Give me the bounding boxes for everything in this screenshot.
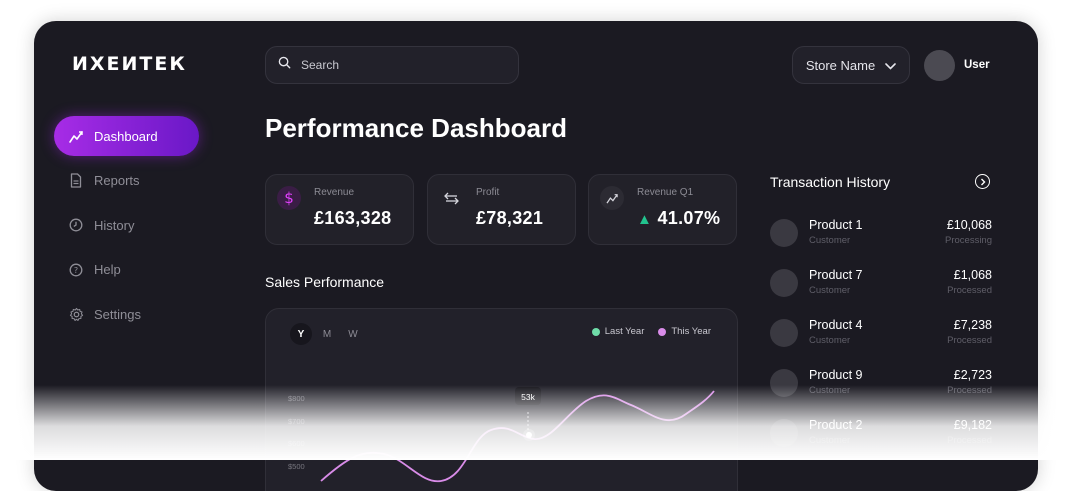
product-avatar [770, 219, 798, 247]
kpi-value-text: 41.07% [657, 208, 721, 228]
document-icon [68, 173, 84, 189]
kpi-value: ▲ 41.07% [637, 208, 720, 229]
transaction-row[interactable]: Product 1 Customer £10,068 Processing [770, 215, 992, 265]
logo-text: ИХЕИТЕК [72, 53, 187, 75]
y-tick-label: $500 [288, 462, 305, 471]
tooltip-label: 53k [521, 392, 535, 402]
help-icon: ? [68, 262, 84, 278]
sales-chart-panel: Y M W Last Year This Year $800 $700 $600… [265, 308, 738, 491]
product-avatar [770, 319, 798, 347]
sidebar-item-label: Dashboard [94, 128, 158, 144]
transaction-list: Product 1 Customer £10,068 Processing Pr… [770, 215, 992, 465]
y-tick-label: $700 [288, 417, 305, 426]
legend-item-this-year[interactable]: This Year [658, 326, 711, 337]
legend-dot [591, 327, 600, 336]
trend-up-icon: ▲ [637, 211, 653, 228]
amount: £10,068 [946, 218, 992, 232]
customer-label: Customer [809, 285, 851, 296]
tab-month[interactable]: M [322, 328, 332, 340]
gear-icon [68, 306, 84, 322]
chevron-down-icon [885, 58, 896, 73]
product-avatar [770, 419, 798, 447]
product-avatar [770, 269, 798, 297]
y-tick-label: $800 [288, 394, 305, 403]
customer-label: Customer [809, 235, 851, 246]
legend-item-last-year[interactable]: Last Year [591, 326, 645, 337]
user-name[interactable]: User [964, 59, 990, 71]
search-bar[interactable] [265, 46, 519, 84]
dashboard-window: ИХЕИТЕК Store Name User Dashboard Report… [34, 21, 1038, 491]
status: Processed [947, 285, 992, 296]
store-selector[interactable]: Store Name [792, 46, 910, 84]
clock-icon [68, 217, 84, 233]
legend-dot [658, 327, 667, 336]
sidebar-item-history[interactable]: History [54, 205, 199, 245]
customer-label: Customer [809, 385, 851, 396]
trend-icon [600, 186, 624, 210]
kpi-label: Revenue [314, 187, 355, 198]
arrow-right-icon[interactable] [975, 174, 990, 189]
search-icon [278, 56, 291, 74]
kpi-value: £78,321 [476, 208, 544, 228]
legend-label: Last Year [604, 326, 645, 337]
transaction-row[interactable]: Product 7 Customer £1,068 Processed [770, 265, 992, 315]
status: Processing [945, 235, 992, 246]
kpi-card-revenue-q1[interactable]: Revenue Q1 ▲ 41.07% [588, 174, 737, 245]
kpi-label: Profit [476, 187, 500, 198]
kpi-card-revenue[interactable]: $ Revenue £163,328 [265, 174, 414, 245]
section-title: Sales Performance [265, 274, 385, 290]
sidebar-item-reports[interactable]: Reports [54, 161, 199, 201]
product-name: Product 1 [809, 218, 863, 232]
status: Processed [947, 385, 992, 396]
kpi-card-profit[interactable]: Profit £78,321 [427, 174, 576, 245]
kpi-label: Revenue Q1 [637, 187, 694, 198]
product-avatar [770, 369, 798, 397]
transaction-row[interactable]: Product 4 Customer £7,238 Processed [770, 315, 992, 365]
customer-label: Customer [809, 435, 851, 446]
swap-icon [439, 186, 463, 210]
tab-year[interactable]: Y [290, 323, 312, 345]
y-tick-label: $600 [288, 439, 305, 448]
amount: £7,238 [953, 318, 992, 332]
search-input[interactable] [299, 57, 503, 73]
highlight-point[interactable] [526, 432, 532, 438]
status: Processed [947, 435, 992, 446]
product-name: Product 9 [809, 368, 863, 382]
legend-label: This Year [671, 326, 711, 337]
sidebar-item-label: Settings [94, 306, 141, 322]
tab-week[interactable]: W [348, 328, 358, 340]
sidebar-item-help[interactable]: ? Help [54, 250, 199, 290]
product-name: Product 7 [809, 268, 863, 282]
amount: £2,723 [953, 368, 992, 382]
transaction-row[interactable]: Product 2 Customer £9,182 Processed [770, 415, 992, 465]
store-label: Store Name [805, 57, 876, 73]
transactions-title: Transaction History [770, 174, 891, 190]
sidebar-item-label: Help [94, 262, 121, 277]
svg-text:?: ? [74, 266, 78, 275]
page-title: Performance Dashboard [265, 113, 567, 143]
sales-line-chart: $800 $700 $600 $500 53k [288, 387, 715, 482]
sidebar-item-label: Reports [94, 173, 140, 188]
transaction-row[interactable]: Product 9 Customer £2,723 Processed [770, 365, 992, 415]
amount: £9,182 [953, 418, 992, 432]
sidebar-item-settings[interactable]: Settings [54, 294, 199, 334]
product-name: Product 2 [809, 418, 863, 432]
customer-label: Customer [809, 335, 851, 346]
chart-legend: Last Year This Year [591, 326, 711, 337]
period-tabs: Y M W [290, 323, 364, 345]
status: Processed [947, 335, 992, 346]
trend-icon [68, 128, 84, 144]
sidebar-item-label: History [94, 217, 135, 233]
user-avatar[interactable] [924, 50, 955, 81]
amount: £1,068 [953, 268, 992, 282]
sidebar-item-dashboard[interactable]: Dashboard [54, 116, 199, 156]
product-name: Product 4 [809, 318, 863, 332]
dollar-icon: $ [277, 186, 301, 210]
kpi-value: £163,328 [314, 208, 392, 228]
sidebar-nav: Dashboard Reports History ? Help Setting… [54, 116, 199, 339]
brand-logo[interactable]: ИХЕИТЕК [72, 53, 187, 75]
